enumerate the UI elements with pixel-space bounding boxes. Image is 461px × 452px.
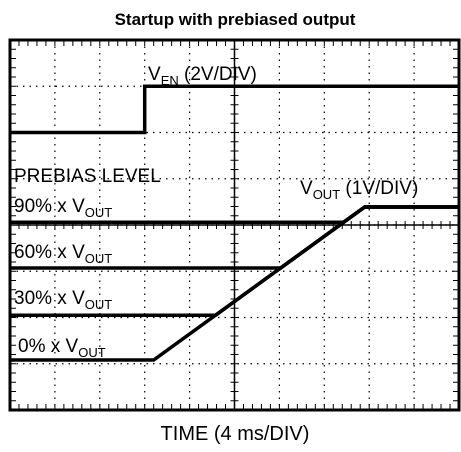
trace xyxy=(10,84,459,135)
annotation: VEN (2V/DIV) xyxy=(148,64,257,88)
frame xyxy=(8,38,461,412)
chart-title: Startup with prebiased output xyxy=(115,10,356,29)
annotation: PREBIAS LEVEL xyxy=(14,166,161,187)
trace xyxy=(10,205,459,224)
annotations: VEN (2V/DIV) VOUT (1V/DIV) PREBIAS LEVEL… xyxy=(14,64,418,360)
x-axis-label: TIME (4 ms/DIV) xyxy=(161,423,310,445)
annotation: 0% x VOUT xyxy=(18,336,106,360)
plot-area xyxy=(8,38,461,412)
annotation: 30% x VOUT xyxy=(14,288,112,312)
annotation: 60% x VOUT xyxy=(14,242,112,266)
annotation: 90% x VOUT xyxy=(14,196,112,220)
annotation: VOUT (1V/DIV) xyxy=(300,178,418,202)
